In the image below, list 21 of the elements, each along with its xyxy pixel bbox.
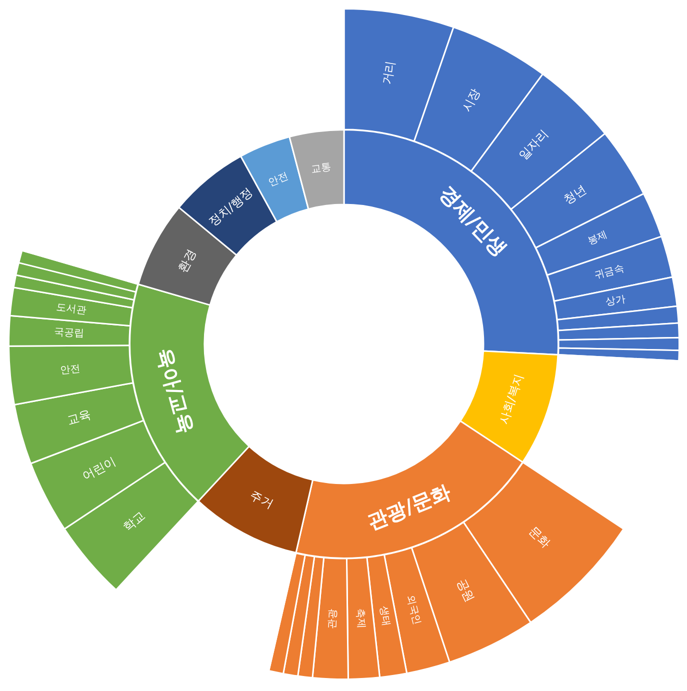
slice-label: 안전 <box>60 364 81 376</box>
slice-label: 봉제 <box>586 229 610 248</box>
slice-label: 교육 <box>66 407 93 428</box>
slice-label: 환경 <box>175 246 199 275</box>
slice-label: 관광 <box>326 608 339 629</box>
slice-label: 문화 <box>526 524 554 551</box>
slice-label: 국공립 <box>54 327 85 340</box>
slice-label: 주거 <box>248 488 276 512</box>
slice-label: 청년 <box>560 182 589 207</box>
slice-label: 생태 <box>377 605 392 627</box>
slice-label: 학교 <box>120 508 148 534</box>
slice-label: 귀금속 <box>593 263 626 282</box>
slice-label: 공원 <box>454 576 478 604</box>
slice-label: 교통 <box>310 162 332 176</box>
slice-label: 도서관 <box>56 302 87 317</box>
slice-label: 외국인 <box>404 594 422 626</box>
slice-label: 축제 <box>354 608 366 629</box>
slice-label: 안전 <box>267 171 290 189</box>
slice-label: 시장 <box>459 86 483 114</box>
slice-label: 거리 <box>380 60 398 86</box>
slice-label: 상가 <box>604 294 626 308</box>
